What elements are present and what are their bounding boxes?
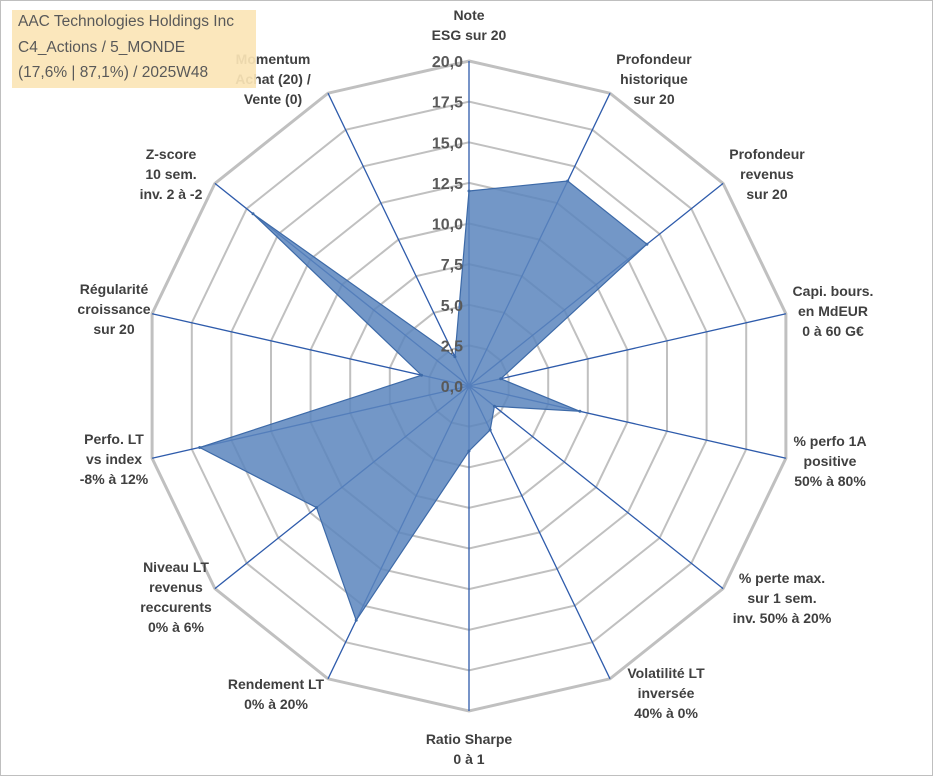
axis-spoke bbox=[468, 313, 787, 387]
chart-title-stats: (17,6% | 87,1%) / 2025W48 bbox=[18, 64, 209, 81]
axis-label: Perfo. LT vs index -8% à 12% bbox=[80, 431, 149, 487]
axis-spoke bbox=[468, 385, 611, 680]
axis-label: Z-score 10 sem. inv. 2 à -2 bbox=[140, 146, 203, 202]
data-point bbox=[499, 377, 503, 381]
data-point bbox=[566, 179, 570, 183]
data-point bbox=[453, 355, 457, 359]
r-tick-label: 5,0 bbox=[441, 298, 463, 315]
r-tick-label: 15,0 bbox=[432, 135, 463, 152]
axis-label: Niveau LT revenus reccurents 0% à 6% bbox=[140, 559, 212, 635]
data-point bbox=[315, 506, 318, 510]
data-point bbox=[492, 404, 496, 408]
data-point bbox=[645, 242, 649, 246]
axis-label: % perte max. sur 1 sem. inv. 50% à 20% bbox=[733, 570, 832, 626]
r-tick-label: 17,5 bbox=[432, 95, 463, 112]
chart-title-box bbox=[12, 10, 256, 88]
axis-label: Note ESG sur 20 bbox=[432, 7, 507, 43]
data-series-area bbox=[198, 180, 648, 622]
axis-spoke bbox=[327, 92, 470, 387]
r-tick-label: 0,0 bbox=[441, 379, 463, 396]
data-point bbox=[467, 449, 471, 453]
data-point bbox=[251, 212, 255, 216]
data-point bbox=[488, 428, 492, 432]
axis-label: Rendement LT 0% à 20% bbox=[228, 676, 325, 712]
axis-label: Volatilité LT inversée 40% à 0% bbox=[627, 665, 705, 721]
r-tick-label: 10,0 bbox=[432, 217, 463, 234]
axis-spoke bbox=[468, 385, 724, 590]
axis-label: Ratio Sharpe 0 à 1 bbox=[426, 731, 513, 767]
r-tick-label: 20,0 bbox=[432, 54, 463, 71]
axis-spoke bbox=[151, 313, 470, 387]
axis-label: Régularité croissance sur 20 bbox=[77, 281, 150, 337]
data-point bbox=[354, 618, 358, 622]
data-point bbox=[420, 373, 423, 377]
axis-label: Capi. bours. en MdEUR 0 à 60 G€ bbox=[793, 283, 874, 339]
data-point bbox=[198, 446, 202, 449]
data-point bbox=[467, 189, 471, 193]
chart-title-company: AAC Technologies Holdings Inc bbox=[18, 13, 234, 30]
r-tick-label: 2,5 bbox=[441, 338, 463, 355]
axis-label: Profondeur historique sur 20 bbox=[616, 51, 692, 107]
axis-label: Profondeur revenus sur 20 bbox=[729, 146, 805, 202]
chart-title-category: C4_Actions / 5_MONDE bbox=[18, 39, 186, 56]
r-tick-label: 7,5 bbox=[441, 257, 463, 274]
r-tick-label: 12,5 bbox=[432, 176, 463, 193]
data-point bbox=[578, 409, 582, 413]
axis-label: % perfo 1A positive 50% à 80% bbox=[793, 433, 866, 489]
